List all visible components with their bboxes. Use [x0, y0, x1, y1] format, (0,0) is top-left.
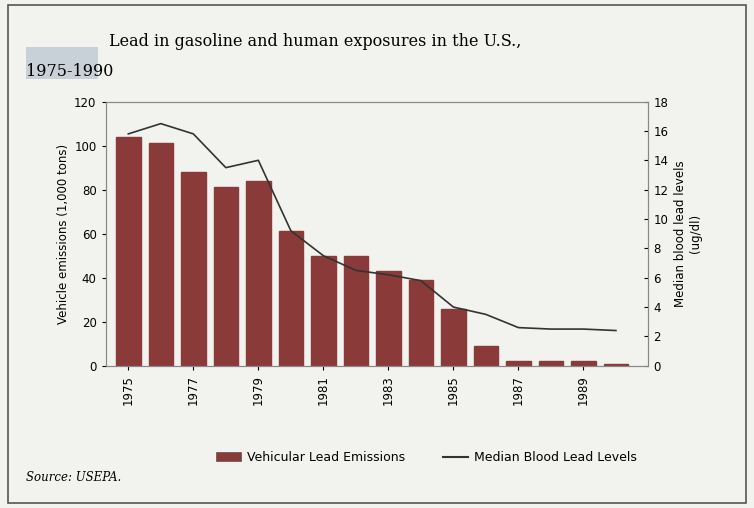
Bar — [441, 308, 465, 366]
Bar — [213, 187, 238, 366]
Bar — [376, 271, 400, 366]
Text: Lead in gasoline and human exposures in the U.S.,: Lead in gasoline and human exposures in … — [109, 33, 522, 50]
Text: 1975-1990: 1975-1990 — [26, 64, 114, 80]
Y-axis label: Median blood lead levels
(ug/dl): Median blood lead levels (ug/dl) — [674, 161, 702, 307]
Bar — [506, 361, 531, 366]
Bar — [344, 256, 368, 366]
Bar — [538, 361, 563, 366]
Bar — [149, 143, 173, 366]
Text: Source: USEPA.: Source: USEPA. — [26, 470, 121, 484]
Bar — [181, 172, 206, 366]
Bar — [604, 364, 628, 366]
Bar — [474, 346, 498, 366]
Bar — [246, 181, 271, 366]
Bar — [409, 280, 433, 366]
Bar — [116, 137, 140, 366]
Bar — [572, 361, 596, 366]
Bar — [279, 232, 303, 366]
Legend: Vehicular Lead Emissions, Median Blood Lead Levels: Vehicular Lead Emissions, Median Blood L… — [211, 446, 642, 469]
Bar — [311, 256, 336, 366]
Y-axis label: Vehicle emissions (1,000 tons): Vehicle emissions (1,000 tons) — [57, 144, 70, 324]
